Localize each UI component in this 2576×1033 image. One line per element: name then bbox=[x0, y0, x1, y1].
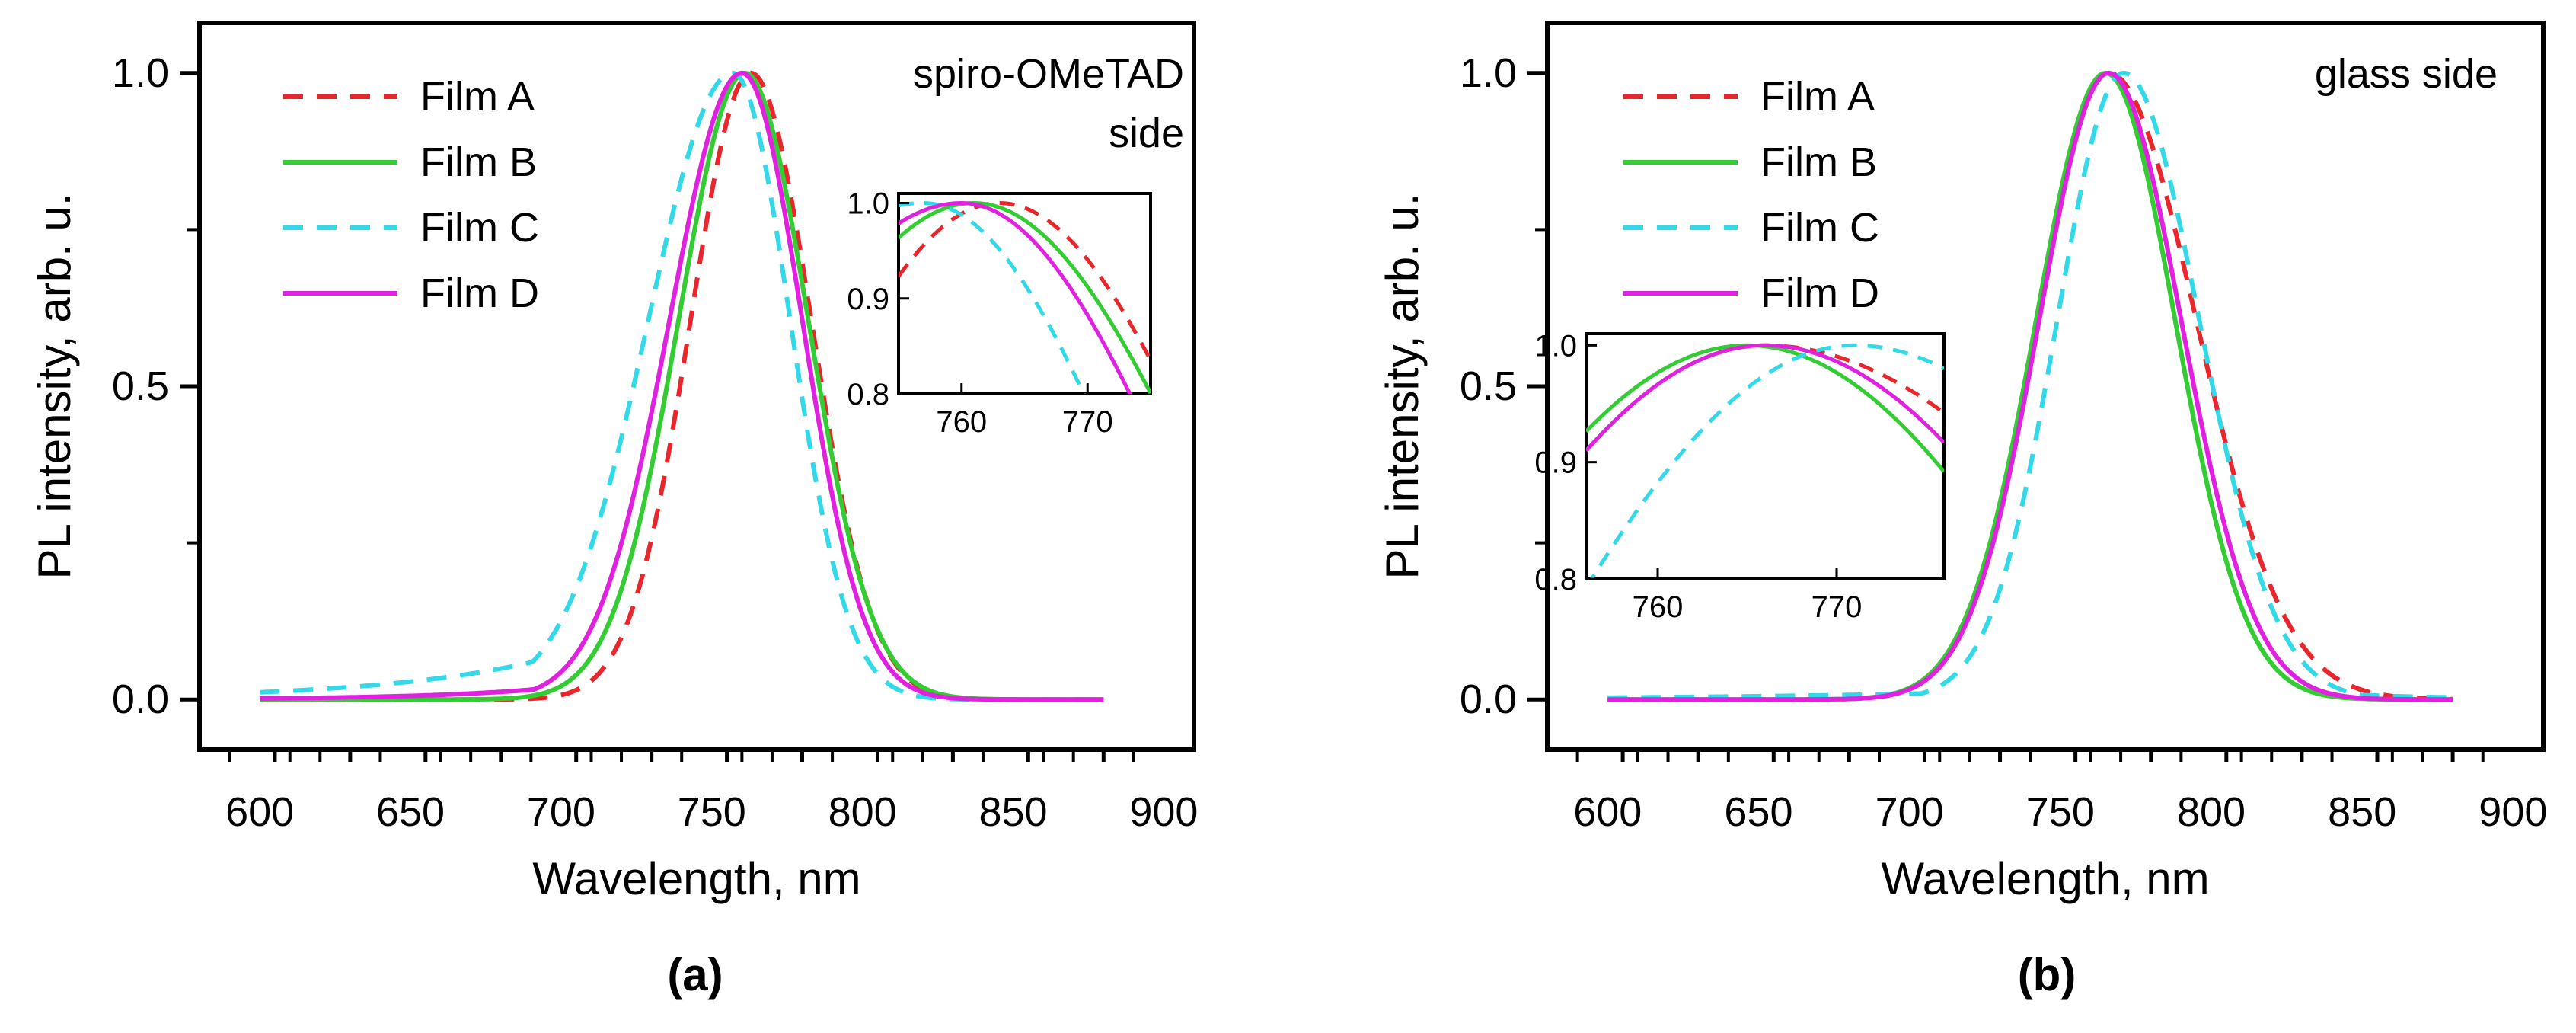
y-axis-title: PL intensity, arb. u. bbox=[1377, 193, 1428, 580]
inset-x-tick-label: 760 bbox=[936, 405, 987, 439]
legend-label: Film D bbox=[420, 270, 539, 316]
inset-y-tick-label: 1.0 bbox=[1534, 329, 1577, 363]
inset-plot: 760 770 0.8 0.9 1.0 bbox=[1534, 329, 1946, 624]
inset-x-tick-label: 770 bbox=[1811, 590, 1863, 624]
y-tick-label: 0.5 bbox=[1460, 363, 1517, 409]
panel-annotation: glass side bbox=[2315, 51, 2498, 97]
x-tick-label: 650 bbox=[376, 789, 445, 835]
inset-y-tick-label: 0.8 bbox=[847, 378, 889, 411]
x-axis-title: Wavelength, nm bbox=[1881, 853, 2209, 904]
x-tick-label: 750 bbox=[2026, 789, 2095, 835]
y-tick-label: 0.0 bbox=[1460, 676, 1517, 722]
y-tick-label: 1.0 bbox=[112, 50, 169, 96]
inset-x-tick-label: 770 bbox=[1062, 405, 1113, 439]
legend-label: Film B bbox=[420, 139, 537, 185]
inset-series-line-film-c bbox=[1589, 343, 1944, 579]
panel-b: 600 650 700 750 800 850 900 0.0 0.5 1.0 Wavelength… bbox=[1377, 21, 2547, 1000]
inset-series-line-film-d bbox=[1586, 343, 1944, 453]
inset-series-line-film-d bbox=[899, 200, 1132, 394]
inset-curves bbox=[899, 200, 1151, 394]
x-tick-label: 700 bbox=[527, 789, 595, 835]
series-line-film-c bbox=[1607, 70, 2453, 700]
legend-label: Film C bbox=[420, 205, 539, 251]
inset-curves bbox=[1586, 343, 1944, 579]
inset-y-tick-label: 0.9 bbox=[847, 283, 889, 316]
panel-annotation: spiro-OMeTAD bbox=[913, 51, 1184, 97]
legend-label: Film C bbox=[1760, 205, 1879, 251]
x-tick-label: 850 bbox=[2328, 789, 2396, 835]
legend-label: Film A bbox=[1760, 74, 1875, 120]
inset-x-tick-label: 760 bbox=[1633, 590, 1684, 624]
panel-label: (a) bbox=[667, 949, 723, 1000]
y-tick-label: 0.5 bbox=[112, 363, 169, 409]
inset-series-line-film-b bbox=[899, 200, 1151, 394]
y-tick-label: 1.0 bbox=[1460, 50, 1517, 96]
x-tick-label: 900 bbox=[1129, 789, 1198, 835]
inset-series-line-film-a bbox=[899, 200, 1151, 361]
inset-y-tick-label: 0.9 bbox=[1534, 446, 1577, 480]
x-tick-label: 650 bbox=[1724, 789, 1792, 835]
x-axis-title: Wavelength, nm bbox=[532, 853, 860, 904]
y-tick-label: 0.0 bbox=[112, 676, 169, 722]
x-tick-label: 800 bbox=[828, 789, 897, 835]
series-line-film-d bbox=[1607, 70, 2453, 702]
inset-series-line-film-c bbox=[899, 200, 1086, 394]
inset-plot: 760 770 0.8 0.9 1.0 bbox=[847, 187, 1152, 439]
inset-y-tick-label: 0.8 bbox=[1534, 563, 1577, 596]
inset-y-tick-label: 1.0 bbox=[847, 187, 889, 221]
x-tick-label: 850 bbox=[978, 789, 1047, 835]
x-tick-label: 800 bbox=[2177, 789, 2246, 835]
legend-label: Film A bbox=[420, 74, 535, 120]
panel-a: 600 650 700 750 800 850 900 0.0 0.5 1.0 Wavelength… bbox=[29, 21, 1198, 1000]
legend-label: Film B bbox=[1760, 139, 1877, 185]
panel-annotation: side bbox=[1109, 110, 1184, 156]
inset-frame bbox=[1585, 332, 1946, 580]
y-axis-title: PL intensity, arb. u. bbox=[29, 193, 80, 580]
x-tick-label: 750 bbox=[678, 789, 746, 835]
legend-label: Film D bbox=[1760, 270, 1879, 316]
x-tick-label: 700 bbox=[1875, 789, 1944, 835]
x-tick-label: 900 bbox=[2479, 789, 2547, 835]
series-line-film-d bbox=[260, 70, 1104, 702]
x-tick-label: 600 bbox=[1573, 789, 1642, 835]
x-tick-label: 600 bbox=[225, 789, 294, 835]
panel-label: (b) bbox=[2018, 949, 2076, 1000]
